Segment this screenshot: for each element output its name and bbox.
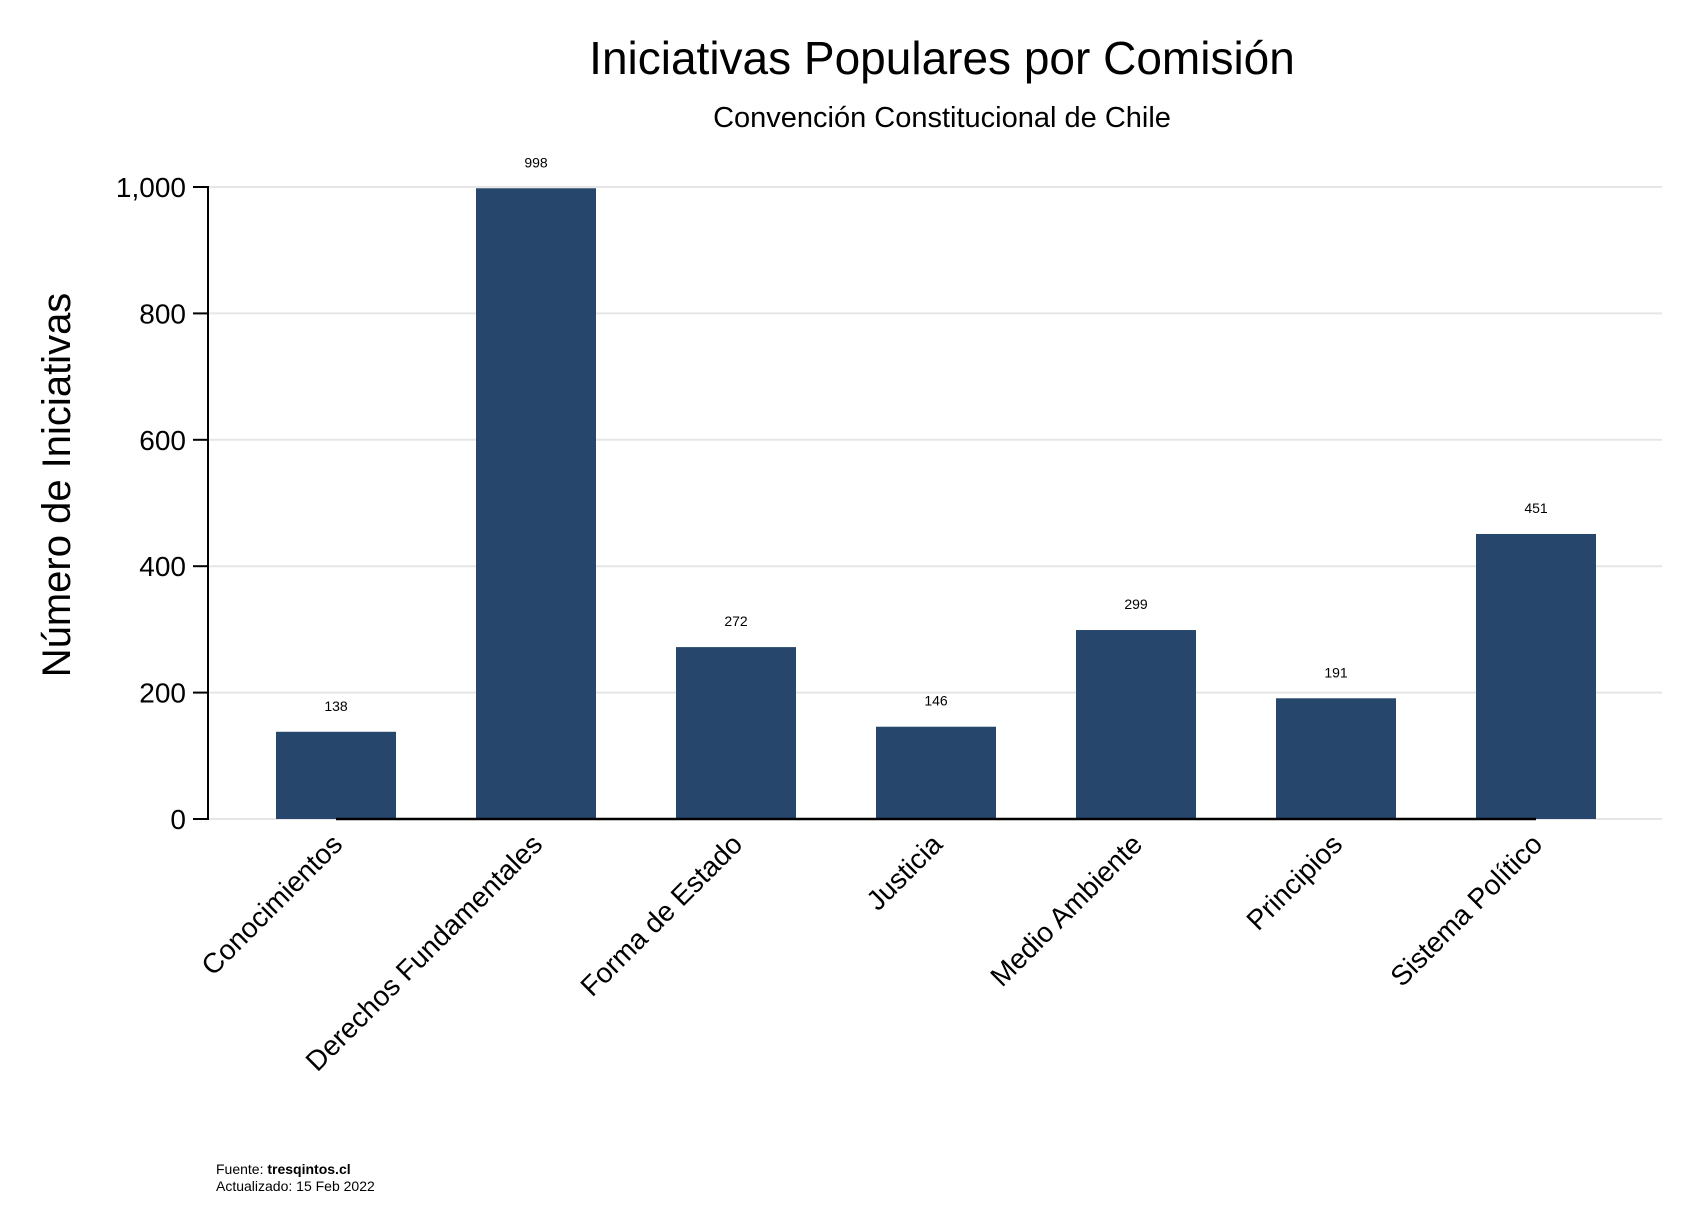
bar [1076, 630, 1196, 819]
bar [276, 731, 396, 819]
data-label: 451 [1524, 500, 1548, 516]
bar [1276, 698, 1396, 819]
source-note: Fuente: tresqintos.cl [216, 1161, 351, 1177]
y-axis-label: Número de Iniciativas [35, 293, 79, 678]
axes [207, 186, 1536, 821]
x-tick-label: Justicia [860, 828, 948, 916]
y-tick-label: 0 [170, 804, 186, 835]
x-tick-label: Derechos Fundamentales [300, 828, 549, 1077]
data-label: 146 [924, 693, 948, 709]
data-label: 299 [1124, 596, 1148, 612]
data-label: 272 [724, 613, 748, 629]
x-tick-label: Forma de Estado [574, 828, 748, 1002]
data-label: 191 [1324, 664, 1348, 680]
source-value: tresqintos.cl [267, 1161, 350, 1177]
bar [876, 726, 996, 819]
x-tick-label: Medio Ambiente [984, 828, 1148, 992]
y-ticks: 0 200 400 600 800 1,000 [116, 172, 208, 835]
data-label: 998 [524, 154, 548, 170]
data-label: 138 [324, 698, 348, 714]
x-tick-label: Principios [1240, 828, 1348, 936]
y-tick-label: 200 [139, 678, 186, 709]
x-tick-label: Sistema Político [1384, 828, 1548, 992]
source-label: Fuente: [216, 1161, 267, 1177]
data-labels: 138 998 272 146 299 191 451 [324, 154, 1548, 714]
bar [1476, 533, 1596, 819]
y-tick-label: 800 [139, 298, 186, 329]
updated-note: Actualizado: 15 Feb 2022 [216, 1178, 375, 1194]
y-tick-label: 1,000 [116, 172, 186, 203]
chart-title: Iniciativas Populares por Comisión [589, 32, 1295, 84]
gridlines [208, 186, 1662, 820]
bar [476, 188, 596, 819]
y-tick-label: 400 [139, 551, 186, 582]
bar [676, 647, 796, 819]
chart-subtitle: Convención Constitucional de Chile [713, 102, 1171, 134]
y-tick-label: 600 [139, 425, 186, 456]
x-tick-label: Conocimientos [195, 828, 348, 981]
bars [276, 188, 1596, 819]
